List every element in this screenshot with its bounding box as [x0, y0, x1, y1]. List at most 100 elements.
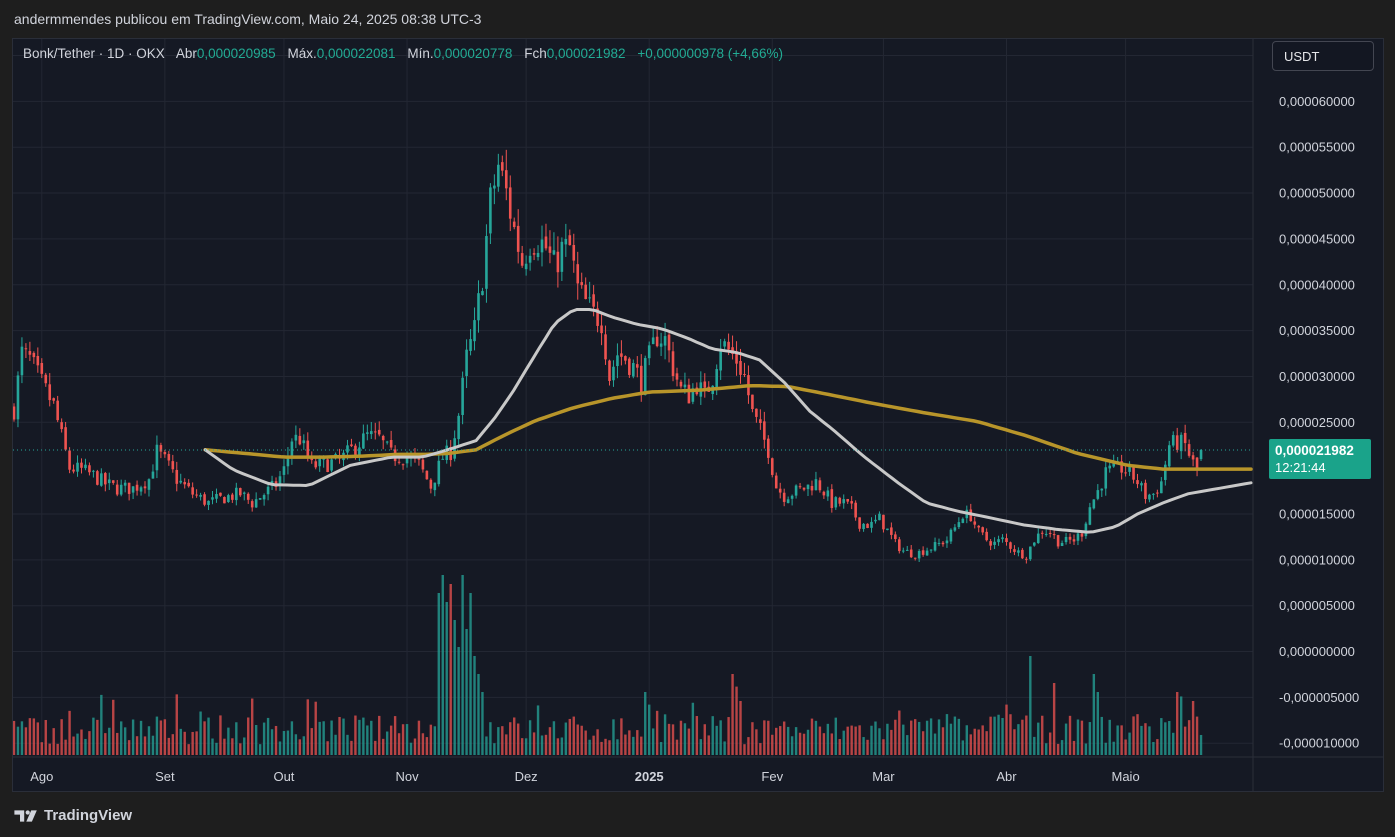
volume-bar — [850, 725, 853, 755]
candle-body — [1104, 467, 1108, 489]
candle-body — [580, 282, 584, 286]
candle — [1025, 556, 1028, 564]
volume-bar — [286, 730, 290, 755]
candle-body — [1068, 536, 1072, 540]
volume-bar — [1048, 732, 1052, 755]
volume-bar — [1168, 721, 1171, 755]
candle-body — [691, 388, 695, 402]
volume-bar — [1001, 718, 1004, 755]
candle — [1183, 424, 1187, 452]
volume-bar — [437, 593, 440, 755]
candle — [207, 500, 210, 511]
volume-bar — [1176, 692, 1179, 755]
candle — [814, 471, 818, 491]
volume-bar — [1013, 729, 1016, 755]
candle-body — [830, 489, 834, 508]
x-tick-label: Out — [273, 769, 294, 784]
candle-body — [473, 320, 476, 342]
candle — [973, 516, 977, 529]
volume-bar — [648, 704, 651, 755]
tradingview-brand[interactable]: TradingView — [14, 807, 132, 824]
volume-bar — [937, 719, 941, 755]
candle-body — [794, 485, 798, 496]
candle — [600, 314, 603, 346]
candle-body — [763, 421, 766, 440]
candle — [278, 471, 282, 491]
currency-button[interactable]: USDT — [1272, 41, 1374, 71]
volume-bar — [1005, 704, 1008, 755]
candle — [548, 230, 552, 264]
candle — [790, 494, 794, 506]
candle — [469, 329, 472, 356]
candle-body — [425, 470, 429, 480]
candle-body — [278, 476, 282, 487]
volume-bar — [687, 728, 691, 755]
candlestick-chart[interactable]: 0,0000650000,0000600000,0000550000,00005… — [13, 39, 1383, 791]
candle-body — [183, 482, 187, 485]
candle — [909, 545, 913, 559]
chart-frame[interactable]: 0,0000650000,0000600000,0000550000,00005… — [12, 38, 1384, 792]
candle — [941, 541, 945, 547]
candle — [481, 287, 484, 296]
volume-bar — [576, 724, 579, 755]
candle — [866, 523, 869, 529]
candle — [88, 462, 91, 476]
volume-bar — [135, 736, 139, 755]
candle-body — [127, 482, 131, 494]
candle — [703, 373, 707, 398]
volume-bar — [961, 740, 965, 755]
candle — [199, 492, 202, 501]
candle — [763, 411, 766, 449]
candle — [957, 517, 961, 530]
candle — [203, 492, 206, 507]
candle-body — [937, 542, 941, 544]
volume-bar — [842, 730, 845, 755]
candle — [358, 441, 361, 462]
candle-body — [1017, 550, 1020, 553]
volume-bar — [298, 739, 302, 755]
candle-body — [477, 293, 480, 321]
candle-body — [326, 459, 329, 473]
candle — [72, 464, 75, 474]
candle — [290, 438, 294, 465]
candle — [1092, 499, 1096, 510]
y-tick-label: 0,000060000 — [1279, 94, 1355, 109]
candle — [1120, 454, 1123, 480]
candle-body — [302, 440, 306, 444]
candle-body — [131, 486, 135, 493]
candle-body — [1044, 533, 1048, 535]
candle-body — [76, 462, 79, 472]
candle-body — [1013, 549, 1016, 552]
candle-body — [782, 492, 786, 502]
volume-bar — [929, 718, 933, 755]
candle — [564, 223, 568, 257]
candle — [115, 479, 119, 497]
candle-body — [604, 334, 607, 360]
candle-body — [588, 297, 591, 299]
volume-bar — [433, 726, 437, 755]
candle — [878, 511, 881, 521]
candle — [1144, 479, 1147, 504]
volume-bar — [632, 736, 635, 755]
volume-bar — [1116, 725, 1119, 755]
volume-bar — [858, 725, 861, 755]
candle — [854, 500, 857, 521]
volume-bar — [223, 738, 226, 755]
candle — [294, 425, 298, 449]
candle — [501, 155, 504, 177]
candle-body — [1128, 465, 1131, 472]
volume-bar — [775, 727, 778, 755]
volume-bar — [965, 725, 968, 755]
candle-body — [354, 445, 357, 455]
symbol-label[interactable]: Bonk/Tether · 1D · OKX — [23, 46, 165, 61]
volume-bar — [1187, 720, 1191, 755]
candle — [624, 355, 627, 365]
candle — [123, 479, 127, 493]
volume-bar — [32, 718, 36, 755]
candle-body — [751, 394, 754, 410]
candle — [262, 493, 266, 506]
volume-bar — [1021, 719, 1024, 755]
volume-bar — [1108, 719, 1111, 755]
volume-bar — [1164, 722, 1167, 755]
candle-body — [377, 429, 381, 435]
